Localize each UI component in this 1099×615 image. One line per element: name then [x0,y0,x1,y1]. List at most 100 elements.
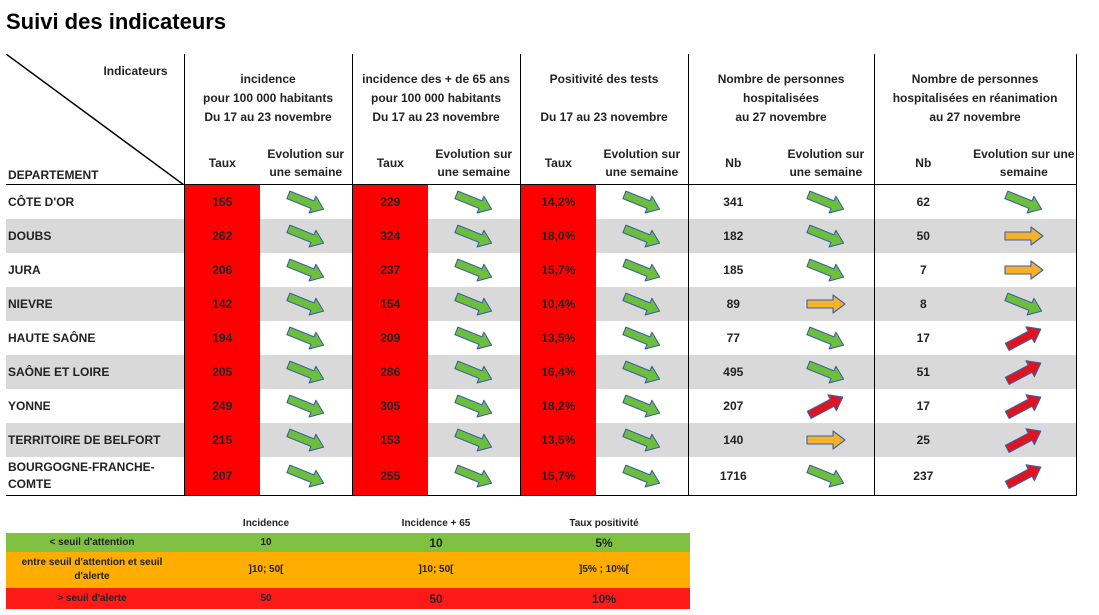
evolution-cell [428,219,521,253]
legend-label: < seuil d'attention [6,533,178,552]
arrow-down-green-icon [286,224,324,248]
legend-col-header: Taux positivité [569,518,639,529]
group-line [521,89,688,108]
indicator-value: 140 [687,423,779,457]
subheader-evolution: Evolution sur une semaine [428,142,521,185]
arrow-down-green-icon [806,326,844,350]
threshold-legend: Incidence Incidence + 65 Taux positivité… [6,514,690,609]
evolution-cell [972,184,1077,219]
evolution-cell [778,287,875,321]
indicator-value: 15,7% [519,253,597,287]
indicator-value: 229 [351,184,429,219]
group-line: pour 100 000 habitants [370,90,502,105]
department-name: NIEVRE [6,287,184,321]
indicator-value: 18,0% [519,219,597,253]
group-line: pour 100 000 habitants [202,90,334,105]
group-line: Nombre de personnes [717,71,845,86]
indicator-value: 341 [687,184,779,219]
arrow-down-green-icon [286,326,324,350]
indicator-value: 50 [873,219,973,253]
subheader-evolution: Evolution sur une semaine [260,142,353,185]
legend-label: > seuil d'alerte [6,588,178,609]
group-header-incidence: incidence pour 100 000 habitants Du 17 a… [183,54,353,142]
arrow-flat-orange-icon [806,294,846,314]
header-departement: DEPARTEMENT [8,168,99,182]
evolution-cell [428,287,521,321]
evolution-cell [778,321,874,355]
indicator-value: 206 [183,253,260,287]
evolution-cell [428,355,521,389]
indicator-value: 10,4% [519,287,597,321]
indicator-value: 153 [351,423,429,457]
evolution-cell [596,457,689,496]
group-line: hospitalisées en réanimation [892,90,1058,105]
arrow-down-green-icon [622,428,660,452]
arrow-down-green-icon [454,326,492,350]
table-row: TERRITOIRE DE BELFORT 215 153 13,5% 140 25 [6,423,1077,457]
evolution-cell [778,355,875,389]
arrow-flat-orange-icon [806,430,846,450]
evolution-cell [260,287,353,321]
indicator-value: 237 [351,253,429,287]
group-line: incidence [240,71,296,86]
table-row: NIEVRE 142 154 10,4% 89 8 [6,287,1077,321]
arrow-down-green-icon [806,258,844,282]
group-line: au 27 novembre [735,109,827,124]
arrow-down-green-icon [286,428,324,452]
arrow-down-green-icon [622,360,660,384]
arrow-down-green-icon [286,190,324,214]
group-line: Du 17 au 23 novembre [372,109,500,124]
arrow-up-red-icon [1004,428,1042,454]
group-header-hospitalises: Nombre de personnes hospitalisées au 27 … [687,54,875,142]
subheader-evolution: Evolution sur une semaine [972,142,1077,185]
group-header-positivite: Positivité des tests Du 17 au 23 novembr… [519,54,689,142]
legend-value: 10% [518,588,690,609]
subheader-taux: Taux [351,142,429,185]
evolution-cell [428,389,520,423]
indicator-value: 1716 [687,457,779,496]
evolution-cell [596,219,689,253]
group-line: au 27 novembre [929,109,1021,124]
group-line: Nombre de personnes [911,71,1039,86]
evolution-cell [596,287,689,321]
legend-value: 50 [178,588,354,609]
evolution-cell [778,457,875,496]
evolution-cell [778,389,874,423]
indicator-value: 17 [873,321,973,355]
arrow-down-green-icon [454,464,492,488]
evolution-cell [778,219,875,253]
evolution-cell [596,253,688,287]
indicator-value: 13,5% [519,423,597,457]
indicator-value: 17 [873,389,973,423]
evolution-cell [428,457,521,496]
legend-value: 10 [354,533,518,552]
header-indicateurs: Indicateurs [103,64,168,78]
evolution-cell [972,219,1077,253]
evolution-cell [596,423,689,457]
legend-row-below-attention: < seuil d'attention 10 10 5% [6,533,690,552]
corner-diagonal [6,54,184,185]
arrow-down-green-icon [622,464,660,488]
arrow-down-green-icon [622,394,660,418]
indicator-value: 305 [351,389,429,423]
evolution-cell [260,457,353,496]
arrow-down-green-icon [806,190,844,214]
legend-value: 5% [518,533,690,552]
table-row: BOURGOGNE-FRANCHE-COMTE 207 255 15,7% 1716 23… [6,457,1077,496]
arrow-down-green-icon [286,464,324,488]
arrow-up-red-icon [1004,326,1042,352]
indicator-value: 215 [183,423,260,457]
legend-value: ]10; 50[ [354,552,518,588]
group-header-reanimation: Nombre de personnes hospitalisées en réa… [873,54,1077,142]
evolution-cell [972,355,1077,389]
group-line: Positivité des tests [549,71,659,86]
indicator-value: 8 [873,287,973,321]
arrow-down-green-icon [286,360,324,384]
department-name: JURA [8,262,41,277]
indicator-value: 142 [183,287,260,321]
evolution-cell [778,253,874,287]
arrow-down-green-icon [454,190,492,214]
arrow-down-green-icon [1004,292,1042,316]
indicator-value: 207 [687,389,779,423]
indicator-value: 16,4% [519,355,597,389]
